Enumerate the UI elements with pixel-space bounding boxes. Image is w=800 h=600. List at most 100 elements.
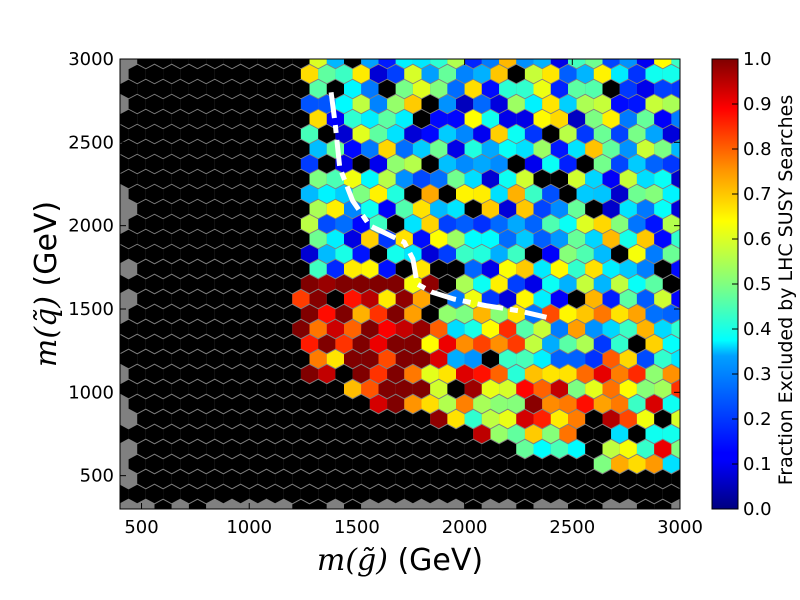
hex-cell <box>309 169 327 189</box>
hex-cell <box>542 64 560 84</box>
hex-cell <box>283 454 301 474</box>
hex-cell <box>568 139 586 159</box>
hex-cell <box>602 229 620 249</box>
hex-cell <box>533 109 551 129</box>
hex-cell <box>266 304 284 324</box>
hex-cell <box>369 64 388 84</box>
hex-cell <box>412 109 431 129</box>
hex-cell <box>249 394 267 414</box>
hex-cell <box>370 35 387 54</box>
hex-cell <box>447 229 465 249</box>
hex-cell <box>464 199 482 219</box>
hex-cell <box>645 244 663 264</box>
hex-cell <box>188 139 207 159</box>
hex-cell <box>188 289 207 309</box>
hex-cell <box>361 199 379 219</box>
hex-cell <box>154 59 172 69</box>
hex-cell <box>120 409 138 429</box>
hex-cell <box>593 214 612 234</box>
hex-cell <box>283 124 301 144</box>
plot-frame <box>119 58 681 510</box>
hex-cell <box>447 379 465 399</box>
hex-cell <box>447 469 465 489</box>
hex-cell <box>275 199 293 219</box>
hex-cell <box>550 259 568 279</box>
hex-cell <box>257 259 276 279</box>
hex-cell <box>94 155 111 174</box>
hex-cell <box>232 244 250 264</box>
hex-cell <box>180 94 198 114</box>
hex-cell <box>499 379 517 399</box>
hex-cell <box>266 244 284 264</box>
hex-cell <box>361 229 379 249</box>
hex-cell <box>542 364 560 384</box>
hex-cell <box>240 229 258 249</box>
hex-cell <box>326 229 344 249</box>
hex-cell <box>180 64 198 84</box>
hex-cell <box>507 424 525 444</box>
hex-cell <box>94 425 111 444</box>
hex-cell <box>257 79 276 99</box>
hex-cell <box>120 259 138 279</box>
hex-cell <box>103 80 120 99</box>
hex-cell <box>602 289 620 309</box>
hex-cell <box>447 139 465 159</box>
hex-cell <box>232 454 250 474</box>
hex-cell <box>266 424 284 444</box>
hex-cell <box>619 499 637 509</box>
hex-cell <box>283 364 301 384</box>
colorbar-tick-label: 0.1 <box>743 454 772 475</box>
hex-cell <box>120 379 138 399</box>
hex-cell <box>154 349 172 369</box>
x-tick-label: 500 <box>124 517 158 538</box>
hex-cell <box>473 274 491 294</box>
hex-cell <box>680 245 697 264</box>
hex-cell <box>594 35 611 54</box>
hex-cell <box>283 484 301 504</box>
hex-cell <box>326 199 344 219</box>
hex-cell <box>628 214 646 234</box>
hex-cell <box>197 94 215 114</box>
hex-cell <box>576 394 594 414</box>
hex-cell <box>585 79 603 99</box>
hex-cell <box>145 214 164 234</box>
hex-cell <box>214 274 232 294</box>
hex-cell <box>559 244 577 264</box>
hex-cell <box>671 199 680 219</box>
hex-cell <box>611 214 629 234</box>
hex-cell <box>171 139 189 159</box>
hex-cell <box>240 79 258 99</box>
hex-cell <box>163 424 181 444</box>
hex-cell <box>326 379 344 399</box>
hex-cell <box>395 439 413 459</box>
hex-cell <box>559 304 577 324</box>
hex-cell <box>94 275 111 294</box>
hex-cell <box>559 64 577 84</box>
hex-cell <box>559 184 577 204</box>
hex-cell <box>120 424 129 444</box>
hex-cell <box>145 364 164 384</box>
hex-cell <box>378 289 396 309</box>
y-tick-label: 2000 <box>68 216 114 237</box>
hex-cell <box>533 439 551 459</box>
hex-cell <box>120 199 138 219</box>
hex-cell <box>524 274 543 294</box>
hex-cell <box>171 59 189 69</box>
hex-cell <box>689 110 706 129</box>
hex-cell <box>352 124 370 144</box>
hex-cell <box>473 364 491 384</box>
y-tick-label: 500 <box>80 466 114 487</box>
hex-cell <box>481 469 500 489</box>
hex-cell <box>430 379 448 399</box>
hex-cell <box>481 229 500 249</box>
hex-cell <box>481 169 500 189</box>
hex-cell <box>636 379 655 399</box>
hex-cell <box>645 184 663 204</box>
hex-cell <box>619 199 637 219</box>
hex-cell <box>481 259 500 279</box>
hex-cell <box>387 244 405 264</box>
hex-cell <box>568 379 586 399</box>
hex-cell <box>180 334 198 354</box>
hex-cell <box>326 289 344 309</box>
hex-cell <box>369 424 388 444</box>
